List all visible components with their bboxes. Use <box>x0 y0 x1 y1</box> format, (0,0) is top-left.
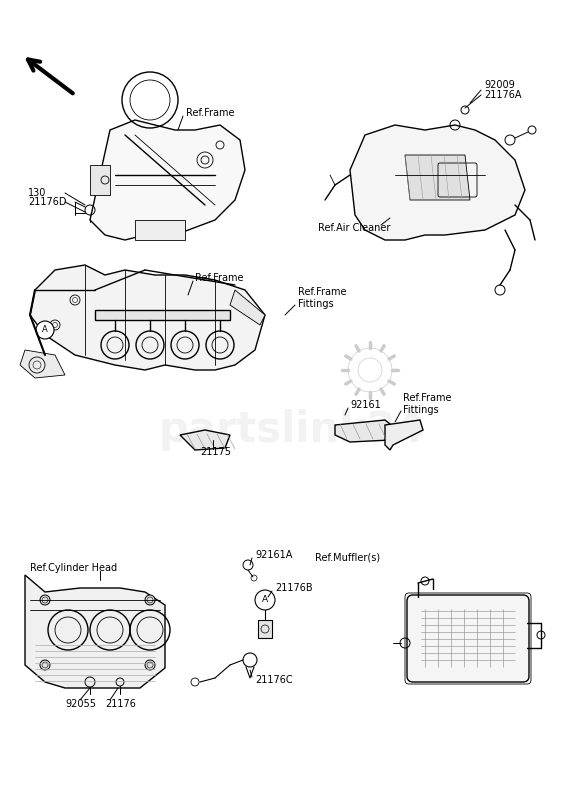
Polygon shape <box>30 265 265 370</box>
Text: 130: 130 <box>28 188 46 198</box>
Polygon shape <box>25 575 165 688</box>
Circle shape <box>40 660 50 670</box>
Text: Ref.Muffler(s): Ref.Muffler(s) <box>315 553 380 563</box>
Text: Ref.Cylinder Head: Ref.Cylinder Head <box>30 563 117 573</box>
Text: A: A <box>42 326 48 334</box>
Text: Ref.Frame
Fittings: Ref.Frame Fittings <box>403 393 451 414</box>
Polygon shape <box>180 430 230 450</box>
Text: 21176B: 21176B <box>275 583 312 593</box>
Text: Ref.Frame
Fittings: Ref.Frame Fittings <box>298 287 346 309</box>
Text: Ref.Frame: Ref.Frame <box>195 273 244 283</box>
Polygon shape <box>350 125 525 240</box>
Polygon shape <box>20 350 65 378</box>
Text: Ref.Frame: Ref.Frame <box>186 108 235 118</box>
Text: partslink24: partslink24 <box>159 409 425 451</box>
Circle shape <box>255 590 275 610</box>
Text: 21175: 21175 <box>200 447 231 457</box>
Text: Ref.Air Cleaner: Ref.Air Cleaner <box>318 223 390 233</box>
FancyBboxPatch shape <box>407 595 529 682</box>
Circle shape <box>40 595 50 605</box>
Polygon shape <box>405 155 470 200</box>
Text: 21176C: 21176C <box>255 675 293 685</box>
Polygon shape <box>335 420 395 442</box>
Circle shape <box>36 321 54 339</box>
Text: 92055: 92055 <box>65 699 96 709</box>
Text: 21176: 21176 <box>105 699 136 709</box>
Text: 21176A: 21176A <box>484 90 522 100</box>
Text: 92161A: 92161A <box>255 550 293 560</box>
Polygon shape <box>135 220 185 240</box>
Polygon shape <box>90 165 110 195</box>
Text: 92161: 92161 <box>350 400 381 410</box>
Circle shape <box>145 660 155 670</box>
Polygon shape <box>230 290 265 325</box>
Text: 21176D: 21176D <box>28 197 67 207</box>
Text: 92009: 92009 <box>484 80 515 90</box>
Polygon shape <box>385 420 423 450</box>
Polygon shape <box>90 120 245 240</box>
Circle shape <box>243 653 257 667</box>
Text: A: A <box>262 595 268 605</box>
Polygon shape <box>95 310 230 320</box>
Polygon shape <box>258 620 272 638</box>
Circle shape <box>145 595 155 605</box>
